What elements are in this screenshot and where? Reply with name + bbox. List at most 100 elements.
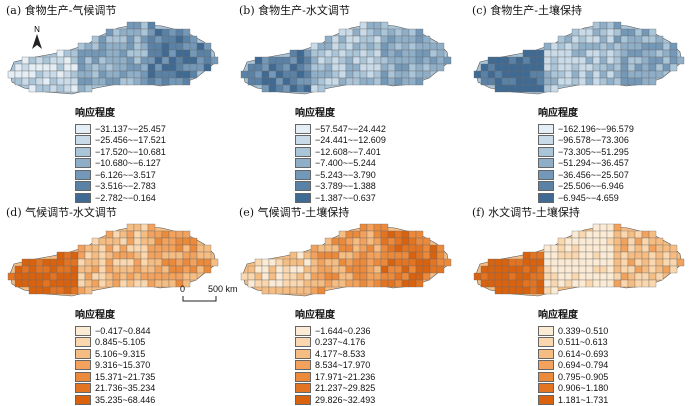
county-region — [113, 57, 120, 64]
county-region — [600, 71, 607, 78]
county-region — [628, 43, 635, 50]
county-region — [523, 57, 530, 64]
county-region — [29, 273, 36, 280]
county-region — [99, 64, 106, 71]
county-region — [607, 231, 614, 238]
county-region — [558, 266, 565, 273]
county-region — [642, 78, 649, 85]
county-region — [579, 64, 586, 71]
county-region — [162, 36, 169, 43]
county-region — [71, 273, 78, 280]
county-region — [106, 238, 113, 245]
legend-label: −12.608~−7.401 — [315, 147, 381, 157]
county-region — [593, 252, 600, 259]
county-region — [318, 252, 325, 259]
legend-swatch — [295, 147, 311, 157]
county-region — [423, 50, 430, 57]
county-region — [628, 57, 635, 64]
county-region — [423, 238, 430, 245]
county-region — [607, 36, 614, 43]
county-region — [509, 266, 516, 273]
county-region — [402, 252, 409, 259]
county-region — [127, 50, 134, 57]
county-region — [395, 36, 402, 43]
county-region — [29, 57, 36, 64]
county-region — [381, 71, 388, 78]
county-region — [262, 85, 269, 92]
county-region — [579, 36, 586, 43]
county-region — [332, 273, 339, 280]
county-region — [381, 238, 388, 245]
county-region — [572, 231, 579, 238]
county-region — [656, 273, 663, 280]
county-region — [99, 78, 106, 85]
county-region — [544, 280, 551, 287]
county-region — [509, 57, 516, 64]
county-region — [374, 280, 381, 287]
county-region — [551, 287, 558, 294]
county-region — [297, 280, 304, 287]
county-region — [141, 57, 148, 64]
county-region — [134, 71, 141, 78]
county-region — [558, 78, 565, 85]
county-region — [437, 57, 444, 64]
legend-item: −73.305~−51.295 — [538, 146, 634, 158]
county-region — [106, 78, 113, 85]
legend-label: 0.511~0.613 — [558, 337, 608, 347]
county-region — [558, 43, 565, 50]
legend-label: −17.520~−10.681 — [95, 147, 166, 157]
county-region — [523, 266, 530, 273]
county-region — [162, 252, 169, 259]
county-region — [262, 273, 269, 280]
county-region — [332, 36, 339, 43]
county-region — [488, 266, 495, 273]
county-region — [607, 280, 614, 287]
county-region — [402, 273, 409, 280]
county-region — [50, 280, 57, 287]
county-region — [656, 259, 663, 266]
county-region — [621, 266, 628, 273]
county-region — [36, 78, 43, 85]
county-region — [367, 43, 374, 50]
county-region — [148, 259, 155, 266]
county-region — [586, 50, 593, 57]
county-region — [155, 57, 162, 64]
county-region — [190, 43, 197, 50]
county-region — [558, 36, 565, 43]
county-region — [141, 50, 148, 57]
county-region — [395, 238, 402, 245]
county-region — [481, 280, 488, 287]
panel-c: (c) 食物生产-土壤保持 响应程度 −162.196~−96.579 −96.5… — [466, 0, 699, 202]
county-region — [332, 43, 339, 50]
county-region — [304, 71, 311, 78]
county-region — [183, 245, 190, 252]
county-region — [572, 273, 579, 280]
county-region — [106, 280, 113, 287]
county-region — [614, 22, 621, 29]
legend-label: 0.237~4.176 — [315, 337, 365, 347]
county-region — [409, 78, 416, 85]
county-region — [579, 266, 586, 273]
county-region — [162, 238, 169, 245]
county-region — [374, 231, 381, 238]
county-region — [120, 43, 127, 50]
county-region — [537, 280, 544, 287]
legend-item: −51.294~−36.457 — [538, 158, 634, 170]
county-region — [416, 280, 423, 287]
county-region — [197, 266, 204, 273]
county-region — [663, 50, 670, 57]
county-region — [642, 280, 649, 287]
county-region — [71, 85, 78, 92]
legend-item: 21.736~35.234 — [75, 383, 155, 395]
county-region — [516, 280, 523, 287]
panel-b: (b) 食物生产-水文调节 响应程度 −57.547~−24.442 −24.44… — [233, 0, 466, 202]
map-c — [466, 0, 699, 100]
county-region — [488, 280, 495, 287]
legend-swatch — [75, 372, 91, 382]
county-region — [106, 57, 113, 64]
county-region — [495, 259, 502, 266]
county-region — [649, 29, 656, 36]
county-region — [495, 78, 502, 85]
county-region — [502, 280, 509, 287]
county-region — [64, 78, 71, 85]
